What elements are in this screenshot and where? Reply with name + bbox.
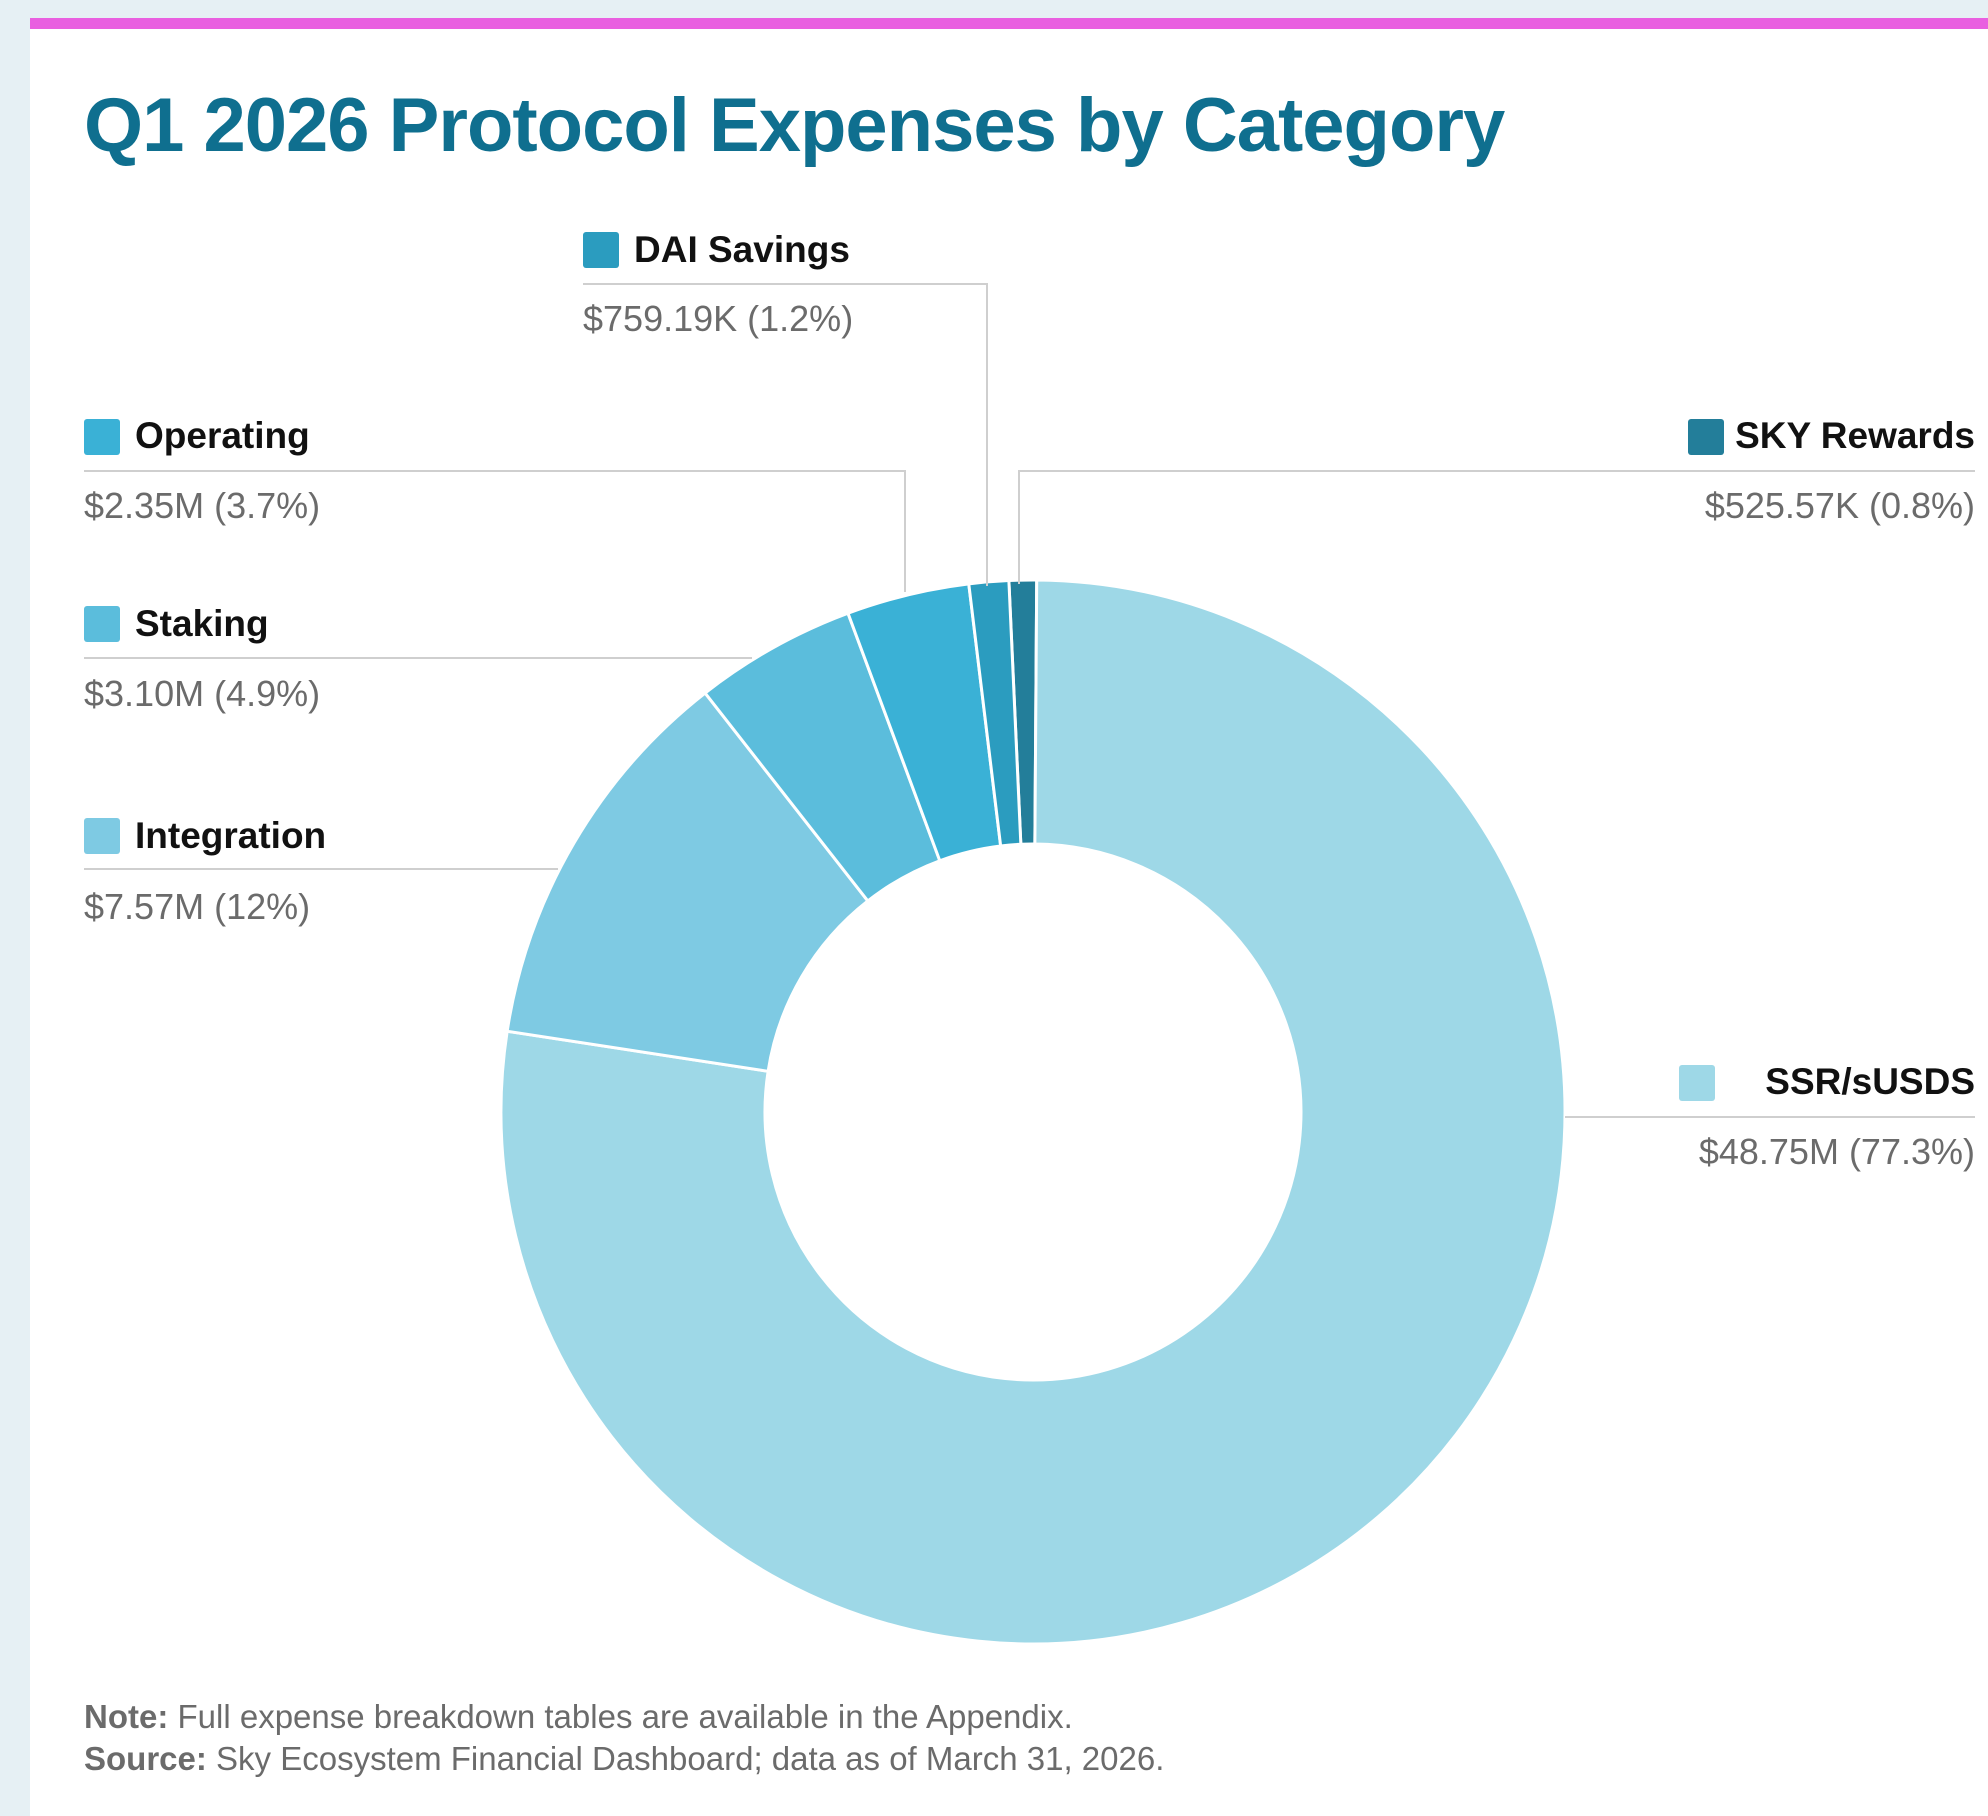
source-line: Source: Sky Ecosystem Financial Dashboar… <box>84 1738 1164 1780</box>
slice-ssr-susds <box>499 578 1567 1646</box>
donut-slices <box>499 578 1567 1646</box>
slice-value-ssr-susds: $48.75M (77.3%) <box>1699 1131 1975 1172</box>
accent-bar <box>30 18 1988 29</box>
slice-value-sky-rewards: $525.57K (0.8%) <box>1705 485 1975 526</box>
chart-footnotes: Note: Full expense breakdown tables are … <box>84 1696 1164 1780</box>
slice-value-dai-savings: $759.19K (1.2%) <box>583 298 853 339</box>
note-label: Note: <box>84 1698 169 1735</box>
slice-label-ssr-susds: SSR/sUSDS <box>1765 1061 1975 1102</box>
slice-value-integration: $7.57M (12%) <box>84 886 310 927</box>
slice-label-integration: Integration <box>135 815 326 856</box>
leader-line-operating <box>84 470 906 592</box>
slice-value-staking: $3.10M (4.9%) <box>84 673 320 714</box>
source-text: Sky Ecosystem Financial Dashboard; data … <box>206 1740 1165 1777</box>
callout-labels: SKY Rewards $525.57K (0.8%) SSR/sUSDS $48.7… <box>84 229 1975 1172</box>
slice-label-dai-savings: DAI Savings <box>634 229 850 270</box>
slice-label-sky-rewards: SKY Rewards <box>1735 415 1975 456</box>
legend-swatch-operating <box>84 419 120 455</box>
slice-dai-savings <box>967 578 1023 848</box>
legend-swatch-ssr-susds <box>1679 1065 1715 1101</box>
note-line: Note: Full expense breakdown tables are … <box>84 1696 1164 1738</box>
slice-label-operating: Operating <box>135 415 310 456</box>
slice-label-staking: Staking <box>135 603 269 644</box>
source-label: Source: <box>84 1740 207 1777</box>
slice-value-operating: $2.35M (3.7%) <box>84 485 320 526</box>
leader-lines <box>84 283 1975 1118</box>
legend-swatch-sky-rewards <box>1688 419 1724 455</box>
legend-swatch-staking <box>84 606 120 642</box>
legend-swatch-dai-savings <box>583 232 619 268</box>
chart-title: Q1 2026 Protocol Expenses by Category <box>84 83 1505 168</box>
note-text: Full expense breakdown tables are availa… <box>168 1698 1073 1735</box>
leader-line-sky-rewards <box>1018 470 1975 584</box>
legend-swatch-integration <box>84 818 120 854</box>
leader-line-dai-savings <box>583 283 988 586</box>
